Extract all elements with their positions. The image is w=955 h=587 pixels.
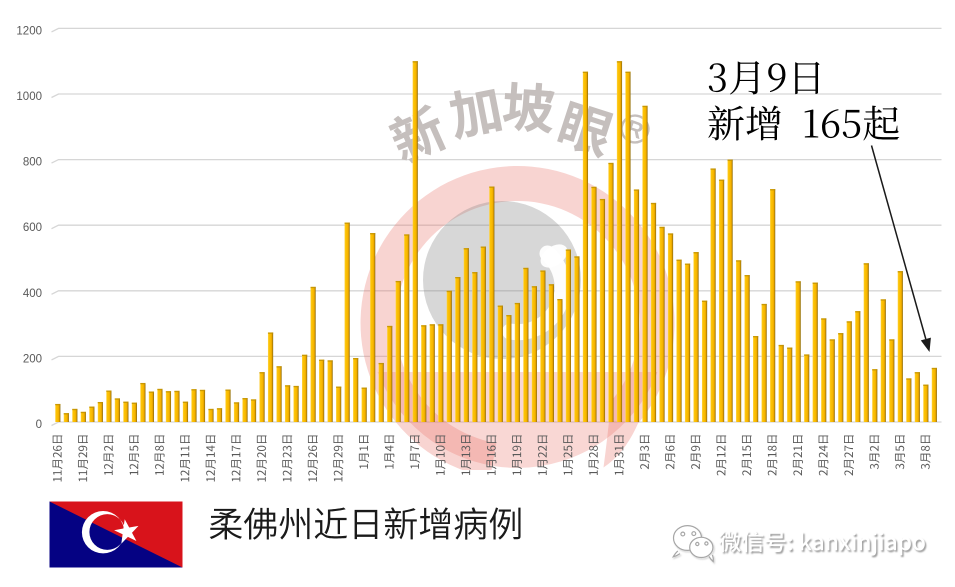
svg-text:200: 200 xyxy=(23,353,42,365)
svg-text:1200: 1200 xyxy=(16,25,42,37)
svg-text:800: 800 xyxy=(23,157,42,169)
svg-text:400: 400 xyxy=(23,288,42,300)
svg-text:600: 600 xyxy=(23,222,42,234)
svg-text:0: 0 xyxy=(36,419,42,431)
svg-text:1000: 1000 xyxy=(16,91,42,103)
